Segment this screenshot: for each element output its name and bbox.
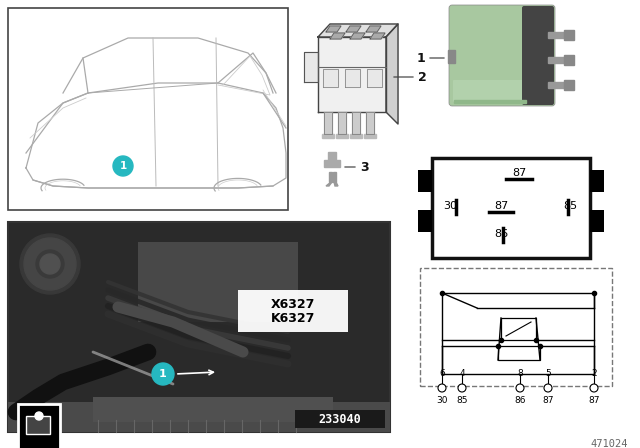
Text: 30: 30: [436, 396, 448, 405]
Circle shape: [516, 384, 524, 392]
Bar: [590, 210, 604, 232]
Bar: [295, 410, 385, 428]
Polygon shape: [548, 82, 570, 88]
Text: 8: 8: [517, 369, 523, 378]
Polygon shape: [329, 172, 332, 182]
FancyBboxPatch shape: [522, 6, 554, 105]
Polygon shape: [322, 134, 334, 138]
Bar: [524, 8, 552, 103]
Polygon shape: [323, 69, 338, 87]
Bar: [8, 8, 288, 210]
Bar: [590, 170, 604, 192]
Polygon shape: [326, 26, 341, 32]
FancyBboxPatch shape: [453, 80, 551, 102]
Circle shape: [458, 384, 466, 392]
Text: 471024: 471024: [591, 439, 628, 448]
Text: 3: 3: [360, 160, 369, 173]
Text: 30: 30: [443, 201, 457, 211]
Bar: [18, 404, 60, 448]
FancyBboxPatch shape: [449, 5, 555, 106]
Polygon shape: [548, 57, 570, 63]
Polygon shape: [324, 112, 332, 134]
Polygon shape: [304, 52, 318, 82]
Text: 5: 5: [545, 369, 551, 378]
Polygon shape: [330, 33, 345, 39]
Circle shape: [24, 238, 76, 290]
Polygon shape: [366, 112, 374, 134]
Text: X6327: X6327: [271, 297, 315, 310]
Bar: [501, 318, 536, 340]
Text: 1: 1: [416, 52, 425, 65]
Polygon shape: [448, 50, 455, 63]
Polygon shape: [564, 30, 574, 40]
Circle shape: [20, 234, 80, 294]
Polygon shape: [548, 32, 570, 38]
Circle shape: [36, 250, 64, 278]
Polygon shape: [454, 100, 526, 103]
Text: 86: 86: [515, 396, 525, 405]
Text: 85: 85: [456, 396, 468, 405]
Polygon shape: [370, 33, 385, 39]
Text: 1: 1: [120, 161, 127, 171]
Bar: [238, 290, 348, 332]
Text: 86: 86: [494, 229, 508, 239]
Bar: [8, 402, 390, 432]
Circle shape: [35, 412, 43, 420]
Polygon shape: [364, 134, 376, 138]
Circle shape: [438, 384, 446, 392]
Text: 87: 87: [512, 168, 526, 178]
Text: 87: 87: [542, 396, 554, 405]
Circle shape: [590, 384, 598, 392]
Polygon shape: [318, 37, 386, 112]
Bar: [93, 397, 333, 422]
Polygon shape: [367, 69, 382, 87]
Polygon shape: [336, 134, 348, 138]
Bar: [432, 158, 590, 258]
Polygon shape: [338, 112, 346, 134]
Bar: [8, 222, 390, 432]
Polygon shape: [366, 26, 381, 32]
Polygon shape: [564, 55, 574, 65]
Bar: [26, 416, 50, 434]
Text: 87: 87: [494, 201, 508, 211]
Bar: [420, 268, 612, 386]
Polygon shape: [350, 134, 362, 138]
Bar: [498, 346, 540, 360]
Polygon shape: [564, 80, 574, 90]
Text: 6: 6: [439, 369, 445, 378]
Bar: [418, 170, 432, 192]
Polygon shape: [352, 112, 360, 134]
Circle shape: [113, 156, 133, 176]
Text: 233040: 233040: [319, 413, 362, 426]
Text: 4: 4: [459, 369, 465, 378]
Text: 1: 1: [159, 369, 167, 379]
Circle shape: [544, 384, 552, 392]
Polygon shape: [350, 33, 365, 39]
Polygon shape: [346, 26, 361, 32]
Bar: [138, 242, 298, 322]
Text: K6327: K6327: [271, 311, 315, 324]
Circle shape: [40, 254, 60, 274]
Text: 2: 2: [418, 70, 427, 83]
Polygon shape: [324, 152, 340, 167]
Polygon shape: [333, 172, 336, 182]
Polygon shape: [326, 182, 332, 186]
Polygon shape: [318, 24, 398, 37]
Circle shape: [152, 363, 174, 385]
Bar: [418, 210, 432, 232]
Text: 85: 85: [563, 201, 577, 211]
Polygon shape: [386, 24, 398, 124]
Polygon shape: [345, 69, 360, 87]
Polygon shape: [334, 182, 338, 186]
Text: 87: 87: [588, 396, 600, 405]
Text: 2: 2: [591, 369, 597, 378]
